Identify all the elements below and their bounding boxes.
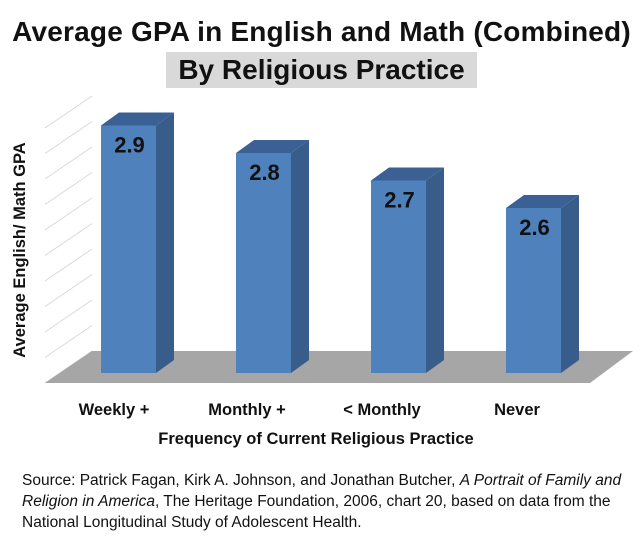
gridline [44,299,93,333]
x-tick-label: Monthly + [208,401,285,419]
chart-title: Average GPA in English and Math (Combine… [12,16,631,47]
chart-subtitle: By Religious Practice [166,52,477,88]
bar-top [371,167,444,181]
gridline [44,325,93,358]
gridline [44,223,93,256]
bars: 2.9 2.8 2.7 2.6 [101,112,579,373]
bar-side [561,195,579,373]
bar [236,153,291,373]
y-axis-label: Average English/ Math GPA [11,142,29,358]
subtitle-wrap: By Religious Practice [0,52,643,88]
x-tick-label: Weekly + [79,401,150,419]
source-note: Source: Patrick Fagan, Kirk A. Johnson, … [22,470,632,533]
gridline [44,197,93,231]
x-tick-labels: Weekly + Monthly + < Monthly Never [79,401,541,419]
gridline [44,172,93,205]
x-tick-label: < Monthly [343,401,421,419]
source-suffix: , The Heritage Foundation, 2006, chart 2… [22,493,611,531]
gridline [44,95,93,129]
x-axis-label: Frequency of Current Religious Practice [158,430,473,448]
gridline [44,121,93,154]
data-label: 2.7 [384,188,415,213]
data-label: 2.9 [114,133,145,158]
source-title: A Portrait of Family and Religion in Ame… [22,472,622,510]
chart-floor [45,351,633,383]
x-tick-label: Never [494,401,540,419]
bar-top [506,195,579,208]
bar [371,180,426,373]
bar-top [101,112,174,126]
source-prefix: Source: Patrick Fagan, Kirk A. Johnson, … [22,472,460,489]
bar-top [236,140,309,153]
bar [506,208,561,373]
bar [101,125,156,373]
bar-side [426,167,444,373]
data-label: 2.8 [249,160,280,185]
data-label: 2.6 [519,215,550,240]
bar-side [291,140,309,373]
gridline [44,248,93,282]
gridline [44,274,93,307]
gridlines [44,95,93,384]
bar-side [156,112,174,373]
gridline [44,146,93,180]
